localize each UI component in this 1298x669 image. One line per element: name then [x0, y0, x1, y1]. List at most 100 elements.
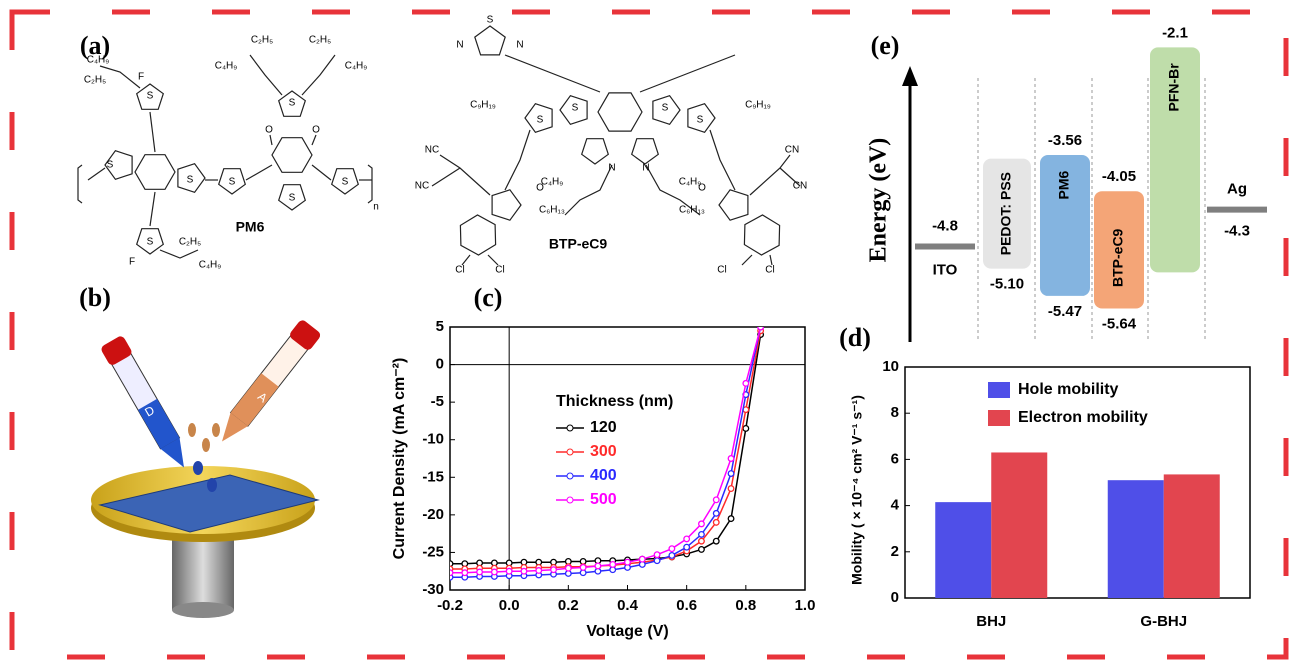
y-tick-label: 6	[891, 450, 899, 467]
legend-marker	[567, 473, 573, 479]
y-axis-label: Current Density (mA cm⁻²)	[391, 358, 408, 560]
bar	[991, 452, 1047, 598]
panel-label: (b)	[79, 283, 111, 312]
level-value: -2.1	[1162, 24, 1188, 41]
legend-marker	[567, 497, 573, 503]
data-point	[447, 570, 453, 576]
atom-label: CN	[785, 145, 799, 156]
bond	[312, 135, 316, 145]
atom-label: NC	[415, 181, 429, 192]
ring	[135, 155, 175, 190]
bond	[462, 255, 470, 265]
data-point	[684, 536, 690, 542]
atom-label: Cl	[455, 265, 464, 276]
y-tick-label: -5	[431, 393, 444, 410]
atom-label: C₄H₉	[345, 61, 368, 72]
data-point	[669, 553, 675, 559]
bond	[368, 165, 372, 203]
spin-coating-schematic	[91, 318, 322, 618]
x-tick-label: BHJ	[976, 613, 1006, 630]
atom-label: NC	[425, 145, 439, 156]
bond	[432, 168, 460, 186]
atom-label: N	[516, 40, 523, 51]
legend-label: 500	[590, 491, 617, 508]
data-point	[625, 559, 631, 565]
layer-name: PM6	[1056, 170, 1072, 199]
bond	[88, 168, 105, 180]
atom-label: n	[373, 202, 379, 213]
layer-name: PEDOT: PSS	[998, 172, 1014, 255]
data-point	[699, 538, 705, 544]
bond	[78, 165, 82, 203]
ring	[744, 215, 779, 255]
y-tick-label: 4	[891, 497, 900, 514]
data-point	[713, 520, 719, 526]
data-point	[728, 486, 734, 492]
atom-label: C₉H₁₉	[470, 100, 496, 111]
bond	[150, 112, 155, 152]
atom-label: S	[229, 177, 236, 188]
atom-label: S	[662, 103, 669, 114]
atom-label: S	[289, 193, 296, 204]
legend-marker	[567, 449, 573, 455]
layer-name: ITO	[933, 261, 958, 278]
layer-name: PFN-Br	[1166, 63, 1182, 112]
legend-label: 120	[590, 419, 617, 436]
bar	[935, 502, 991, 598]
data-point	[536, 568, 542, 574]
bond	[246, 165, 272, 180]
data-point	[595, 563, 601, 569]
atom-label: C₂H₅	[179, 237, 201, 248]
atom-label: S	[342, 177, 349, 188]
layer-name: Ag	[1227, 181, 1247, 198]
atom-label: S	[147, 237, 154, 248]
panel-label: (e)	[871, 31, 900, 60]
bond	[150, 192, 155, 226]
data-point	[654, 558, 660, 564]
data-point	[566, 565, 572, 571]
bond	[440, 155, 490, 195]
x-tick-label: G-BHJ	[1140, 613, 1187, 630]
ring	[719, 190, 748, 220]
legend-label: 400	[590, 467, 617, 484]
ring	[598, 93, 642, 131]
atom-label: N	[608, 163, 615, 174]
y-tick-label: -15	[422, 468, 444, 485]
atom-label: S	[289, 98, 296, 109]
level-value: -3.56	[1048, 132, 1082, 149]
data-point	[639, 556, 645, 562]
atom-label: O	[265, 125, 273, 136]
level-value: -4.8	[932, 217, 958, 234]
bond	[742, 255, 752, 265]
atom-label: F	[129, 257, 135, 268]
x-axis-label: Voltage (V)	[586, 623, 668, 640]
y-axis-label: Energy (eV)	[866, 138, 892, 263]
data-point	[728, 516, 734, 522]
y-tick-label: 8	[891, 404, 899, 421]
bond	[270, 135, 272, 145]
y-tick-label: -30	[422, 581, 444, 598]
atom-label: O	[312, 125, 320, 136]
atom-label: C₄H₉	[215, 61, 238, 72]
x-tick-label: 0.4	[617, 597, 639, 614]
y-tick-label: 10	[882, 358, 899, 375]
atom-label: Cl	[765, 265, 774, 276]
atom-label: Cl	[717, 265, 726, 276]
legend-marker	[567, 425, 573, 431]
data-point	[713, 497, 719, 503]
bond	[750, 155, 790, 195]
y-tick-label: -10	[422, 431, 444, 448]
data-point	[551, 567, 557, 573]
molecule-name: BTP-eC9	[549, 236, 608, 252]
molecule-name: PM6	[236, 219, 265, 235]
atom-label: C₆H₁₃	[679, 205, 705, 216]
data-point	[699, 532, 705, 538]
bond	[302, 55, 335, 95]
level-value: -4.05	[1102, 168, 1136, 185]
atom-label: N	[642, 163, 649, 174]
data-point	[654, 552, 660, 558]
bond	[160, 250, 198, 258]
data-point	[699, 521, 705, 527]
legend-label: 300	[590, 443, 617, 460]
energy-level	[915, 244, 975, 250]
